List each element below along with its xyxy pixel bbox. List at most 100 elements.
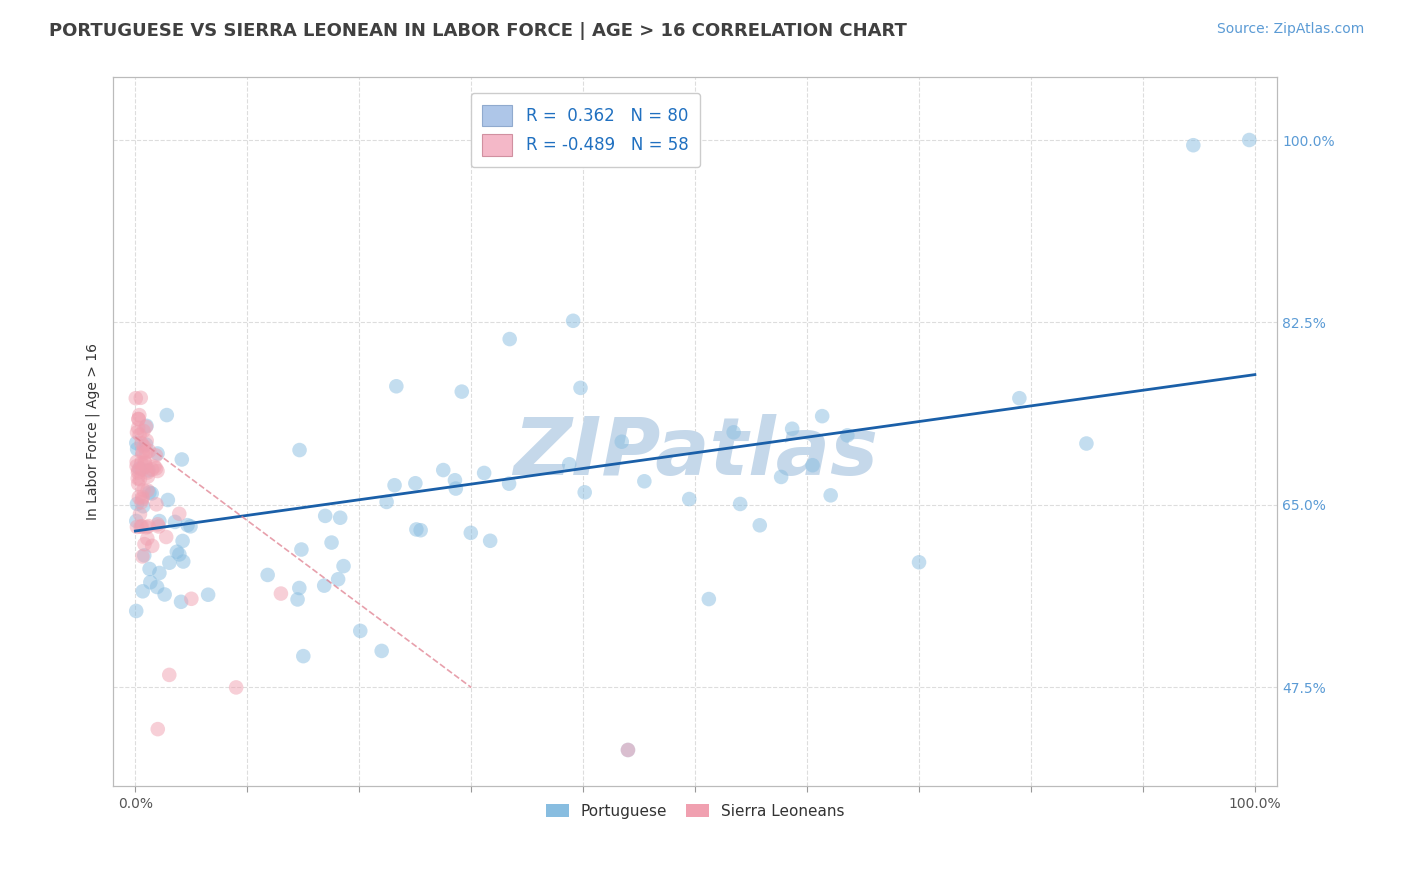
Point	[131, 445, 153, 459]
Point	[404, 476, 426, 491]
Point	[146, 517, 169, 532]
Point	[332, 559, 354, 574]
Point	[270, 586, 292, 600]
Point	[136, 466, 159, 480]
Point	[131, 462, 153, 476]
Point	[329, 510, 352, 524]
Point	[132, 584, 155, 599]
Point	[287, 592, 309, 607]
Point	[172, 533, 194, 548]
Point	[136, 532, 159, 546]
Point	[172, 555, 194, 569]
Point	[134, 456, 156, 470]
Point	[145, 497, 167, 511]
Point	[125, 391, 148, 405]
Point	[127, 421, 149, 435]
Point	[837, 428, 859, 442]
Point	[176, 518, 198, 533]
Point	[134, 454, 156, 468]
Point	[139, 575, 162, 590]
Point	[574, 485, 596, 500]
Point	[127, 471, 149, 485]
Point	[780, 422, 803, 436]
Point	[801, 458, 824, 473]
Point	[314, 579, 336, 593]
Point	[155, 530, 177, 544]
Point	[131, 491, 153, 506]
Point	[131, 495, 153, 509]
Point	[432, 463, 454, 477]
Point	[143, 459, 166, 474]
Point	[125, 436, 148, 450]
Y-axis label: In Labor Force | Age > 16: In Labor Force | Age > 16	[86, 343, 100, 520]
Point	[180, 591, 202, 606]
Point	[146, 580, 169, 594]
Point	[326, 572, 349, 586]
Point	[127, 442, 149, 456]
Point	[138, 562, 160, 576]
Point	[127, 412, 149, 426]
Point	[125, 520, 148, 534]
Point	[169, 548, 191, 562]
Point	[148, 514, 170, 528]
Point	[1239, 133, 1261, 147]
Point	[131, 549, 153, 564]
Point	[138, 519, 160, 533]
Point	[288, 443, 311, 458]
Point	[444, 473, 467, 487]
Point	[129, 507, 152, 521]
Point	[820, 488, 842, 502]
Point	[314, 508, 336, 523]
Point	[135, 437, 157, 451]
Point	[1182, 138, 1205, 153]
Point	[132, 500, 155, 514]
Point	[499, 332, 522, 346]
Point	[128, 428, 150, 442]
Point	[135, 520, 157, 534]
Point	[256, 568, 278, 582]
Text: PORTUGUESE VS SIERRA LEONEAN IN LABOR FORCE | AGE > 16 CORRELATION CHART: PORTUGUESE VS SIERRA LEONEAN IN LABOR FO…	[49, 22, 907, 40]
Point	[135, 419, 157, 434]
Point	[145, 461, 167, 475]
Point	[167, 507, 190, 521]
Point	[748, 518, 770, 533]
Point	[375, 495, 398, 509]
Point	[617, 743, 640, 757]
Point	[569, 381, 592, 395]
Point	[370, 644, 392, 658]
Point	[125, 604, 148, 618]
Point	[146, 446, 169, 460]
Point	[472, 466, 495, 480]
Point	[409, 523, 432, 537]
Point	[136, 469, 159, 483]
Point	[405, 523, 427, 537]
Point	[288, 581, 311, 595]
Point	[157, 556, 180, 570]
Point	[135, 418, 157, 433]
Point	[163, 515, 186, 529]
Point	[131, 490, 153, 504]
Point	[148, 519, 170, 533]
Point	[129, 391, 152, 405]
Point	[135, 445, 157, 459]
Point	[127, 476, 149, 491]
Point	[1076, 436, 1098, 450]
Point	[138, 444, 160, 458]
Point	[723, 425, 745, 440]
Point	[610, 434, 633, 449]
Point	[132, 446, 155, 460]
Point	[136, 483, 159, 498]
Legend: Portuguese, Sierra Leoneans: Portuguese, Sierra Leoneans	[540, 797, 851, 825]
Point	[290, 542, 312, 557]
Point	[697, 592, 720, 607]
Point	[156, 408, 179, 422]
Point	[132, 424, 155, 438]
Point	[156, 493, 179, 508]
Point	[170, 595, 193, 609]
Point	[148, 566, 170, 580]
Point	[131, 436, 153, 450]
Point	[444, 482, 467, 496]
Point	[131, 519, 153, 533]
Point	[321, 535, 343, 549]
Point	[128, 408, 150, 422]
